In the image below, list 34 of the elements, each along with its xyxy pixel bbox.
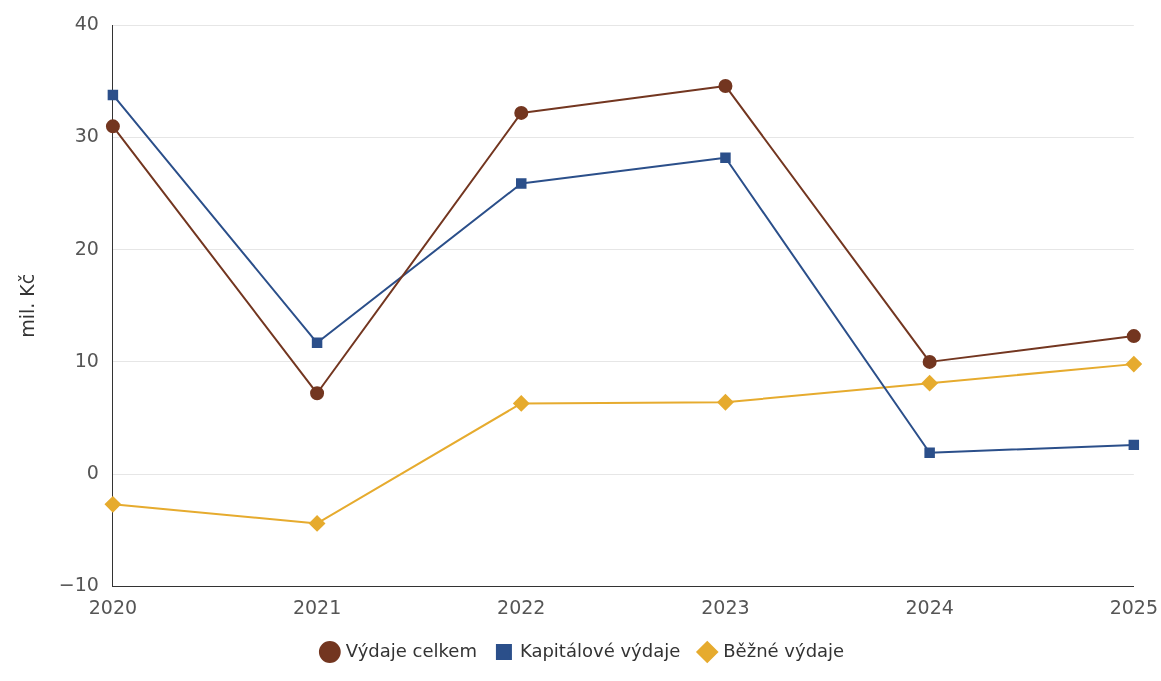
- legend-label: Běžné výdaje: [723, 639, 845, 661]
- y-tick-label: 40: [74, 12, 99, 35]
- y-tick-label: 10: [74, 348, 99, 371]
- x-tick-label: 2021: [292, 595, 342, 618]
- point: [311, 337, 323, 349]
- x-tick-label: 2025: [1109, 595, 1158, 618]
- y-tick-label: 30: [74, 124, 99, 147]
- point: [310, 386, 325, 401]
- point: [104, 496, 121, 513]
- x-tick-label: 2024: [905, 595, 954, 618]
- point: [717, 394, 734, 411]
- y-tick-label: −10: [58, 573, 99, 596]
- point: [924, 447, 935, 458]
- point: [922, 354, 937, 369]
- legend-label: Kapitálové výdaje: [519, 639, 681, 661]
- point: [1128, 439, 1140, 451]
- y-tick-label: 20: [74, 236, 99, 259]
- point: [105, 119, 120, 134]
- point: [514, 105, 529, 120]
- point: [516, 178, 527, 189]
- point: [718, 78, 733, 93]
- point: [1125, 356, 1142, 373]
- point: [107, 89, 119, 101]
- x-tick-label: 2023: [701, 595, 750, 618]
- point: [1126, 329, 1141, 344]
- y-axis-title: mil. Kč: [16, 273, 39, 338]
- point: [309, 515, 326, 532]
- x-tick-label: 2022: [497, 595, 546, 618]
- y-tick-label: 0: [86, 460, 99, 483]
- point: [720, 152, 731, 163]
- point: [513, 395, 530, 412]
- point: [921, 375, 938, 392]
- legend-label: Výdaje celkem: [345, 639, 477, 661]
- x-tick-label: 2020: [88, 595, 138, 618]
